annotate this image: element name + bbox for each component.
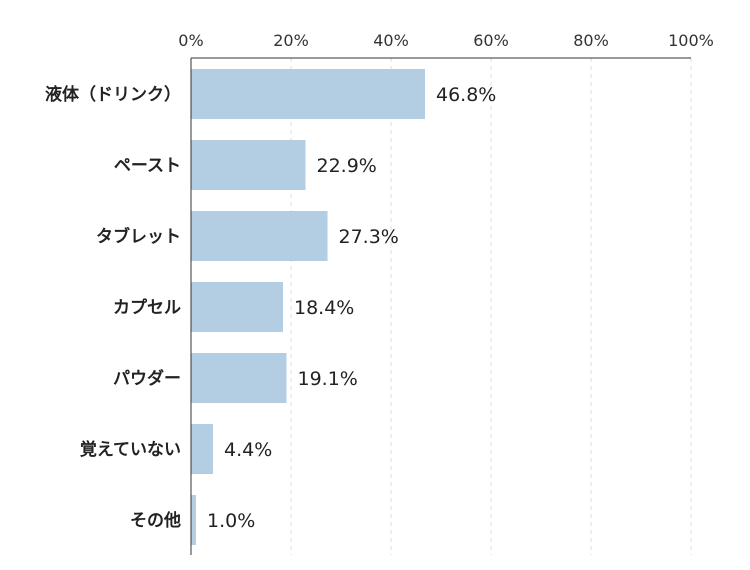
category-label: その他 xyxy=(130,510,181,531)
x-tick-label: 60% xyxy=(473,31,509,50)
bar xyxy=(191,211,328,261)
bar xyxy=(191,495,196,545)
x-axis-ticks: 0% 20% 40% 60% 80% 100% xyxy=(178,31,714,50)
category-label: ペースト xyxy=(114,156,181,176)
category-label: タブレット xyxy=(96,226,181,247)
category-label: パウダー xyxy=(113,368,181,389)
data-label: 46.8% xyxy=(436,84,496,106)
x-tick-label: 40% xyxy=(373,31,409,50)
value-labels: 46.8% 22.9% 27.3% 18.4% 19.1% 4.4% 1.0% xyxy=(207,84,496,532)
category-label: 覚えていない xyxy=(80,439,181,460)
category-label: 液体（ドリンク） xyxy=(45,84,181,105)
data-label: 1.0% xyxy=(207,510,255,532)
data-label: 18.4% xyxy=(294,297,354,319)
x-tick-label: 20% xyxy=(273,31,309,50)
category-label: カプセル xyxy=(113,297,181,318)
bars xyxy=(191,69,425,545)
x-tick-label: 0% xyxy=(178,31,203,50)
bar xyxy=(191,353,287,403)
x-tick-label: 80% xyxy=(573,31,609,50)
data-label: 27.3% xyxy=(339,226,399,248)
bar xyxy=(191,69,425,119)
data-label: 4.4% xyxy=(224,439,272,461)
bar xyxy=(191,424,213,474)
data-label: 19.1% xyxy=(298,368,358,390)
x-tick-label: 100% xyxy=(668,31,714,50)
bar xyxy=(191,282,283,332)
bar xyxy=(191,140,306,190)
data-label: 22.9% xyxy=(317,155,377,177)
